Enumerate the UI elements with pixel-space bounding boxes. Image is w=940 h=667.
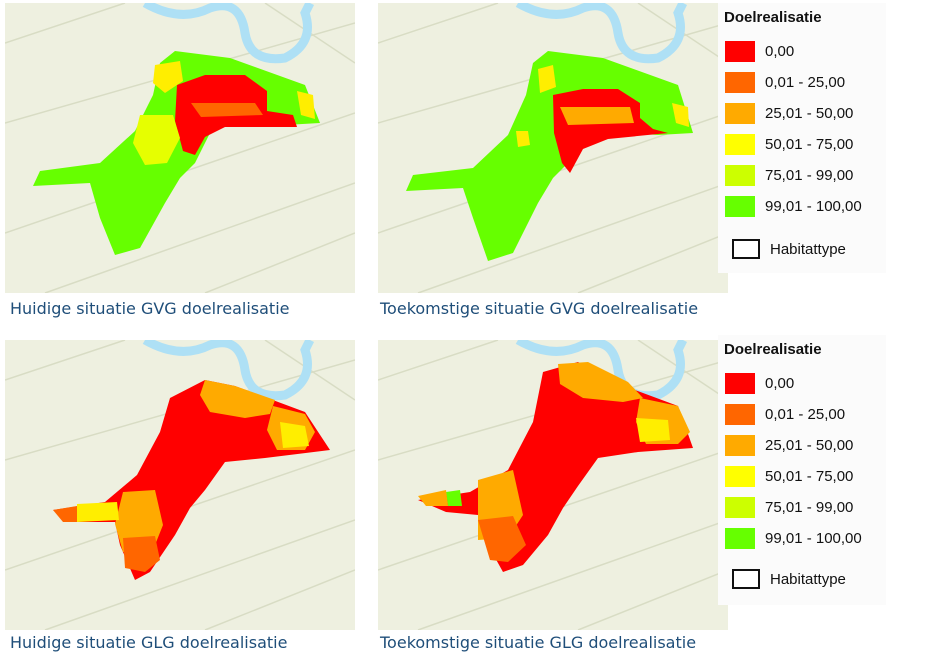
legend-item: 0,00 [718,370,794,396]
legend-item: 25,01 - 50,00 [718,100,853,126]
legend-item: 0,00 [718,38,794,64]
legend-habitat: Habitattype [732,239,846,259]
legend: Doelrealisatie 0,00 0,01 - 25,00 25,01 -… [718,3,886,273]
legend-swatch [725,434,755,456]
legend-swatch [725,496,755,518]
zone-yellow-east [672,103,689,127]
habitat-label: Habitattype [770,240,846,258]
legend-label: 75,01 - 99,00 [765,498,854,516]
legend-label: 99,01 - 100,00 [765,197,862,215]
map-current-gvg[interactable] [5,3,355,293]
legend-label: 50,01 - 75,00 [765,135,854,153]
map-caption: Huidige situatie GLG doelrealisatie [10,633,288,652]
map-current-gvg-canvas [5,3,355,293]
map-current-glg[interactable] [5,340,355,630]
legend-item: 75,01 - 99,00 [718,162,853,188]
legend-swatch [725,40,755,62]
habitat-outline-swatch [732,569,760,589]
map-future-glg[interactable] [378,340,728,630]
zone-darkorange-south [123,536,160,572]
legend-item: 75,01 - 99,00 [718,494,853,520]
zone-yellow-tail [77,502,119,522]
zone-yellow-east [636,418,670,442]
legend-swatch [725,102,755,124]
legend-title: Doelrealisatie [724,341,822,358]
zone-orange-tail [53,506,77,522]
legend-label: 25,01 - 50,00 [765,436,854,454]
map-future-gvg-canvas [378,3,728,293]
zone-orange [191,103,263,117]
zone-yellow-north [538,65,556,93]
legend-swatch [725,527,755,549]
zone-yellow-lime [133,115,180,165]
legend-item: 25,01 - 50,00 [718,432,853,458]
zone-yellow-east [280,422,309,448]
legend-swatch [725,133,755,155]
legend-habitat: Habitattype [732,569,846,589]
legend-item: 50,01 - 75,00 [718,463,853,489]
legend-swatch [725,71,755,93]
map-caption: Toekomstige situatie GLG doelrealisatie [380,633,697,652]
legend-swatch [725,403,755,425]
river [142,3,315,64]
zone-yellow-north [153,61,183,93]
zone-green-tail [446,490,462,506]
habitat-label: Habitattype [770,570,846,588]
river [515,340,688,401]
legend-swatch [725,465,755,487]
map-current-glg-canvas [5,340,355,630]
legend-label: 75,01 - 99,00 [765,166,854,184]
legend-item: 50,01 - 75,00 [718,131,853,157]
legend-label: 0,00 [765,42,795,60]
legend-label: 25,01 - 50,00 [765,104,854,122]
habitat-outline-swatch [732,239,760,259]
zone-yellow-small [516,131,530,147]
legend-swatch [725,195,755,217]
legend-label: 0,01 - 25,00 [765,73,846,91]
legend-title: Doelrealisatie [724,9,822,26]
map-caption: Toekomstige situatie GVG doelrealisatie [380,299,699,318]
legend-item: 0,01 - 25,00 [718,401,845,427]
legend-label: 0,00 [765,374,795,392]
legend-label: 0,01 - 25,00 [765,405,846,423]
legend-label: 50,01 - 75,00 [765,467,854,485]
legend-label: 99,01 - 100,00 [765,529,862,547]
zone-darkorange-south [478,516,526,562]
map-caption: Huidige situatie GVG doelrealisatie [10,299,290,318]
zone-orange-tail [418,490,448,506]
zone-orange-north [558,362,643,402]
legend-swatch [725,372,755,394]
map-future-gvg[interactable] [378,3,728,293]
legend-item: 99,01 - 100,00 [718,525,862,551]
map-future-glg-canvas [378,340,728,630]
zone-orange-north [200,380,275,418]
legend-item: 99,01 - 100,00 [718,193,862,219]
river [515,3,688,64]
legend-item: 0,01 - 25,00 [718,69,845,95]
river [142,340,315,401]
zone-orange [560,107,634,125]
legend: Doelrealisatie 0,00 0,01 - 25,00 25,01 -… [718,335,886,605]
legend-swatch [725,164,755,186]
zone-yellow-east [297,91,315,119]
